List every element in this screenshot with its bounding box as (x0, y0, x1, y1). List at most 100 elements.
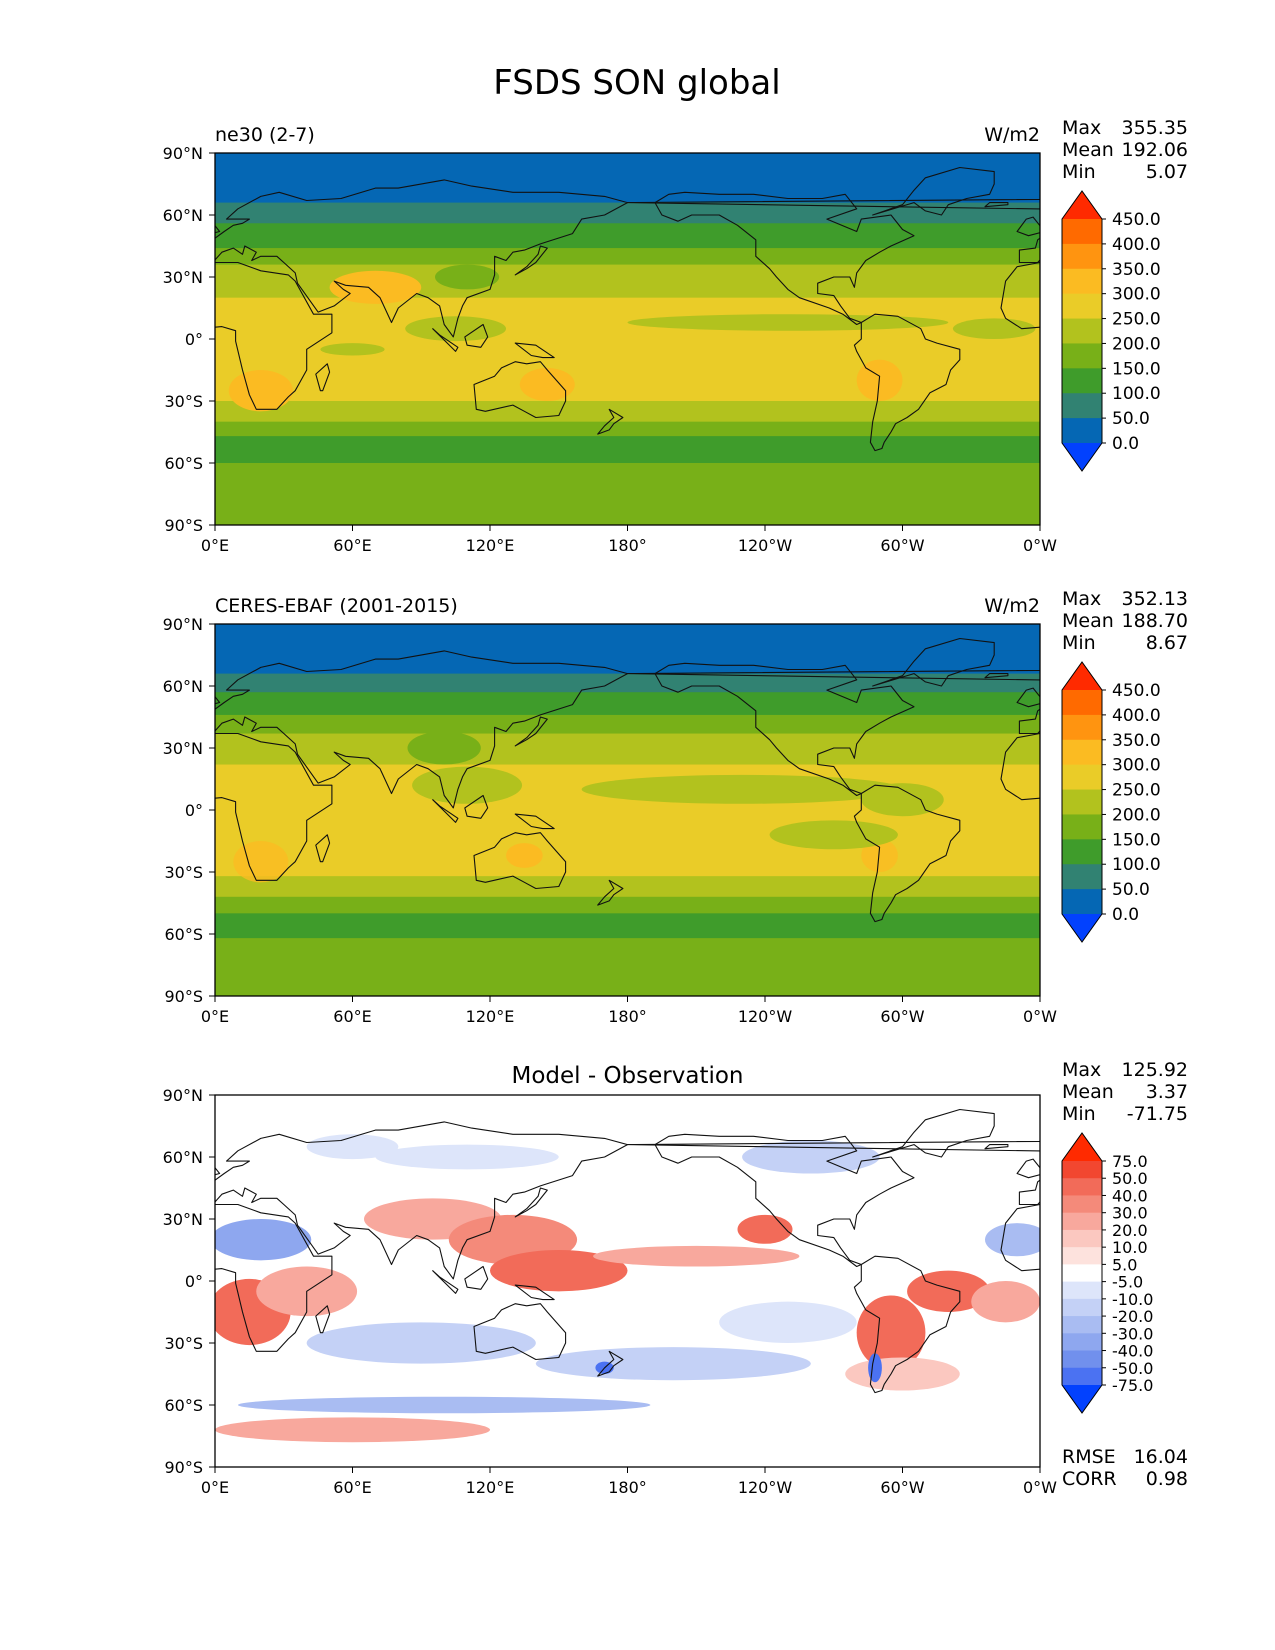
coastline-11-0 (597, 879, 624, 906)
x-tick-label: 180° (608, 1478, 647, 1497)
colorbar-extend-max (1062, 191, 1102, 219)
colorbar-label: -5.0 (1112, 1273, 1143, 1292)
map-panel-test: 0°E 60°E 120°E 180° 120°W 60°W 0°W 90°N 60°N 30°N… (163, 117, 1188, 555)
colorbar-segment-10 (1062, 1316, 1102, 1334)
coastline-9-0 (432, 1270, 459, 1294)
coastline-12-0 (514, 342, 555, 359)
colorbar-label: 400.0 (1112, 706, 1161, 726)
field-band-9 (215, 938, 1040, 960)
coastline-0-0 (215, 1203, 333, 1352)
field-feature-7 (861, 783, 944, 817)
field-feature-5 (627, 314, 949, 331)
y-tick-label: 0° (185, 330, 203, 349)
field-band-6 (215, 401, 1040, 423)
colorbar-label: -75.0 (1112, 1376, 1153, 1395)
colorbar-label: 300.0 (1112, 756, 1161, 776)
colorbar-segment-9 (1062, 418, 1102, 444)
colorbar-segment-9 (1062, 889, 1102, 915)
field-band-0 (215, 624, 1040, 675)
colorbar-extend-max (1062, 662, 1102, 690)
colorbar-segment-2 (1062, 714, 1102, 741)
field-feature-0 (228, 370, 293, 412)
x-tick-label: 0°E (201, 536, 229, 555)
colorbar-extend-min (1062, 1385, 1102, 1413)
coastline-3-0 (654, 662, 915, 797)
colorbar-label: 50.0 (1112, 880, 1150, 900)
coastline-9-0 (432, 328, 459, 352)
field-feature-7 (435, 264, 500, 290)
colorbar-segment-4 (1062, 293, 1102, 320)
coastline-2-0 (473, 361, 567, 419)
field-band-10 (215, 958, 1040, 996)
y-tick-label: 90°N (163, 1086, 203, 1105)
field-band-2 (215, 223, 1040, 249)
x-tick-label: 0°W (1023, 536, 1057, 555)
y-tick-label: 60°S (164, 1396, 203, 1415)
field-feature-4 (581, 774, 903, 804)
colorbar-segment-9 (1062, 1298, 1102, 1317)
panel-title-center: Model - Observation (511, 1063, 743, 1089)
field-feature-10 (215, 1417, 490, 1443)
coastline-0-0 (215, 732, 333, 881)
x-tick-label: 180° (608, 1007, 647, 1026)
field-band-8 (215, 436, 1040, 464)
colorbar-label: 400.0 (1112, 235, 1161, 255)
colorbar-label: -40.0 (1112, 1342, 1153, 1361)
coastline-9-0 (432, 799, 459, 823)
field-band-6 (215, 876, 1040, 898)
x-tick-label: 60°E (333, 1478, 371, 1497)
y-tick-label: 60°N (163, 677, 203, 696)
stat-value: 188.70 (1122, 610, 1188, 632)
field-band-3 (215, 248, 1040, 266)
colorbar-label: -20.0 (1112, 1307, 1153, 1326)
field-feature-4 (490, 1250, 628, 1292)
y-tick-label: 60°S (164, 454, 203, 473)
coastline-8-0 (514, 1187, 548, 1218)
coastline-8-0 (514, 716, 548, 747)
coastline-1-0 (215, 650, 629, 809)
y-tick-label: 60°N (163, 206, 203, 225)
stat-value: 192.06 (1122, 139, 1188, 161)
colorbar-segment-3 (1062, 1195, 1102, 1214)
x-tick-label: 60°W (880, 536, 924, 555)
coastline-10-0 (464, 794, 489, 819)
colorbar-label: 50.0 (1112, 1169, 1148, 1188)
y-tick-label: 90°S (164, 987, 203, 1006)
field-feature-1 (329, 270, 422, 304)
colorbar-segment-11 (1062, 1333, 1102, 1352)
y-tick-label: 90°S (164, 1458, 203, 1477)
coastline-2-0 (473, 1303, 567, 1361)
metric-value: 0.98 (1146, 1468, 1188, 1490)
field-feature-5 (769, 820, 898, 850)
y-tick-label: 90°N (163, 615, 203, 634)
coastline-5-0 (872, 1108, 995, 1158)
coastline-10-0 (464, 323, 489, 348)
colorbar-extend-min (1062, 443, 1102, 471)
colorbar-label: -30.0 (1112, 1324, 1153, 1343)
stat-label: Min (1062, 632, 1096, 654)
colorbar-label: 5.0 (1112, 1255, 1137, 1274)
field-band-7 (215, 421, 1040, 437)
coastline-12-0 (514, 813, 555, 830)
colorbar-label: 150.0 (1112, 830, 1161, 850)
map-panel-difference: 0°E 60°E 120°E 180° 120°W 60°W 0°W 90°N 60°N 30°N… (163, 1059, 1188, 1497)
colorbar-label: 100.0 (1112, 384, 1161, 404)
map-panel-reference: 0°E 60°E 120°E 180° 120°W 60°W 0°W 90°N 60°N 30°N… (163, 588, 1188, 1026)
field-feature-7 (856, 1295, 926, 1370)
map-field (215, 1095, 1040, 1467)
field-feature-6 (952, 318, 1036, 339)
field-feature-2 (861, 838, 898, 872)
colorbar-label: 100.0 (1112, 855, 1161, 875)
colorbar-label: 200.0 (1112, 334, 1161, 354)
coastline-4-0 (853, 313, 961, 452)
field-band-9 (215, 463, 1040, 485)
colorbar-segment-5 (1062, 789, 1102, 815)
coastline-11-0 (597, 1350, 624, 1377)
field-band-1 (215, 673, 1040, 693)
colorbar-segment-4 (1062, 1212, 1102, 1231)
stat-label: Mean (1062, 610, 1114, 632)
field-band-10 (215, 483, 1040, 525)
stat-label: Min (1062, 161, 1096, 183)
